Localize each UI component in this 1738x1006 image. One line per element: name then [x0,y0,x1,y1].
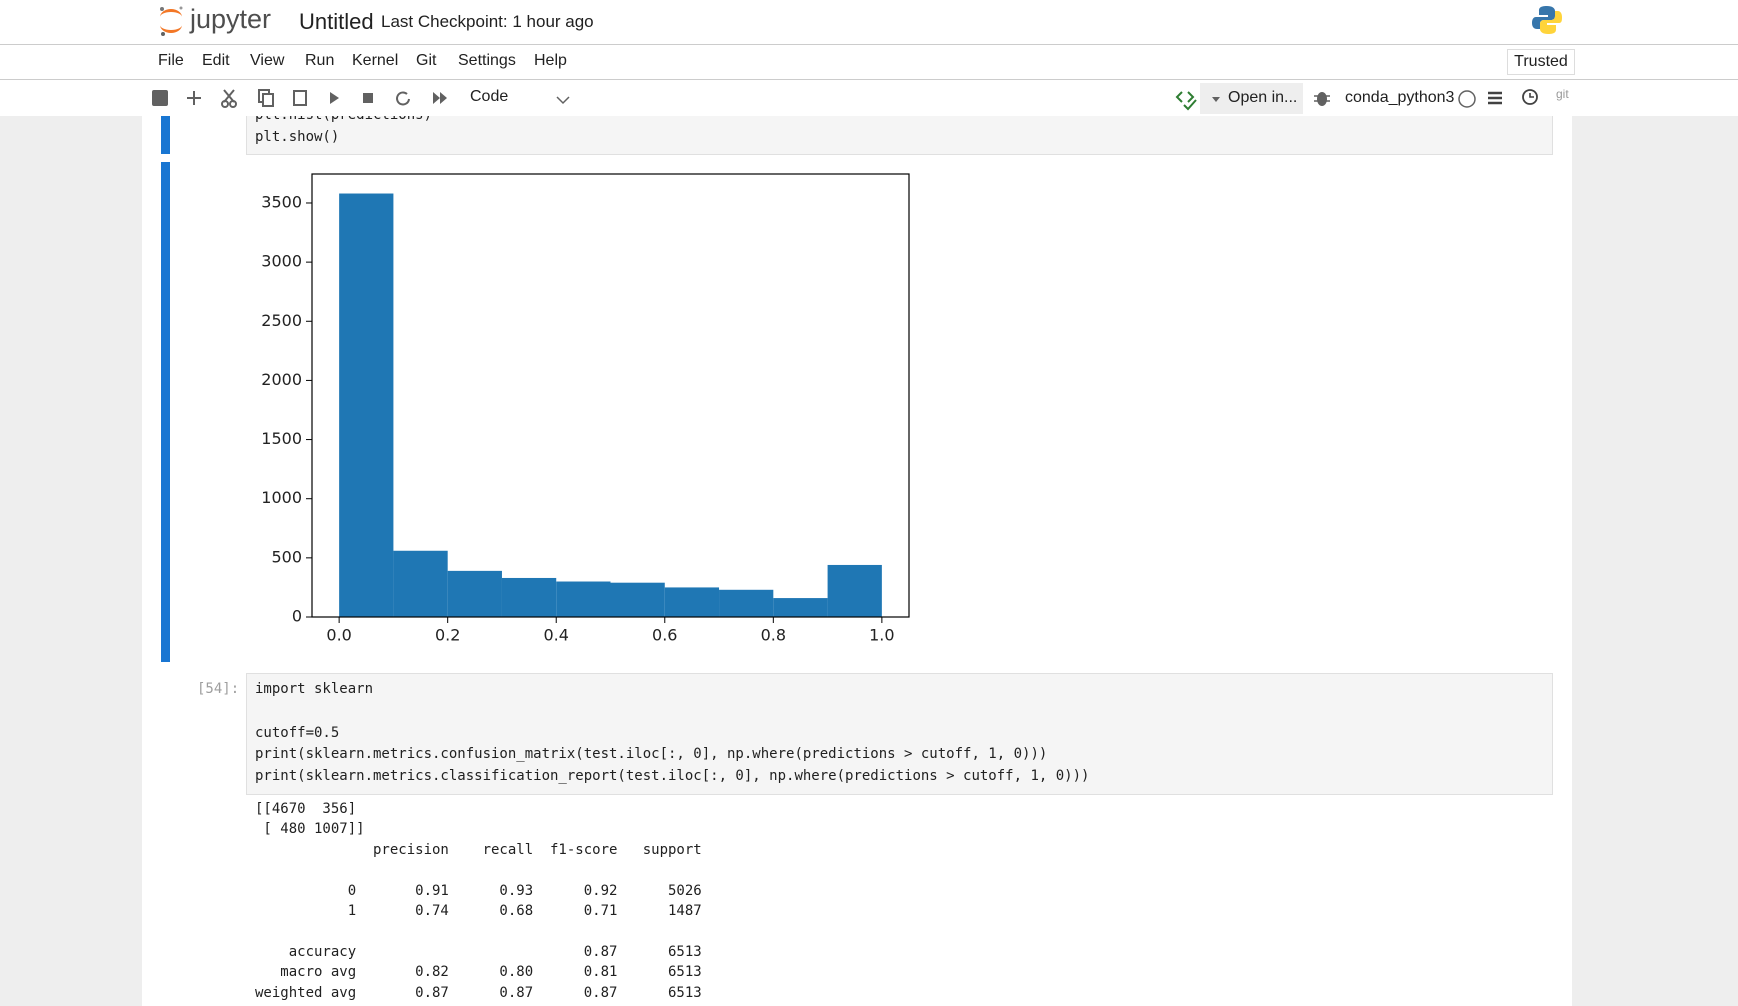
output-line: precision recall f1-score support [255,841,702,858]
python-logo [1532,6,1562,34]
x-tick-label: 0.0 [326,626,351,645]
output-line: [ 480 1007]] [255,821,365,838]
kernel-name[interactable]: conda_python3 [1345,89,1455,106]
menu-item[interactable]: Git [416,52,437,69]
y-tick-label: 0 [292,607,302,626]
open-in-label[interactable]: Open in... [1228,89,1298,106]
histogram-bar [773,598,828,617]
status-icons[interactable] [1456,88,1556,112]
divider [0,44,1738,45]
git-label[interactable]: git [1556,87,1569,101]
code-check-icon[interactable] [1174,88,1200,112]
histogram-bar [393,550,448,617]
x-tick-label: 0.2 [435,626,460,645]
code-line: import sklearn [255,681,374,697]
histogram-bar [556,581,611,617]
x-tick-label: 1.0 [869,626,894,645]
code-line: print(sklearn.metrics.classification_rep… [255,768,1090,784]
x-tick-label: 0.4 [544,626,569,645]
output-line: weighted avg 0.87 0.87 0.87 6513 [255,984,702,1001]
histogram-bar [501,577,557,617]
execution-prompt: [54]: [197,681,240,697]
code-cell[interactable] [246,673,1553,795]
menu-item[interactable]: View [250,52,285,69]
y-tick-label: 3000 [261,252,302,271]
y-tick-label: 1000 [261,488,302,507]
menu-item[interactable]: Edit [202,52,230,69]
histogram-chart: 0 500 1000 1500 2000 2500 3000 3500 0.0 0.2 0.4 0.6… [261,173,910,645]
output-line: 0 0.91 0.93 0.92 5026 [255,882,702,899]
output-line: [[4670 356] [255,801,357,817]
cell-type-select[interactable]: Code [470,88,509,105]
notebook-title[interactable]: Untitled [299,9,374,34]
active-cell-bar [161,116,170,154]
notebook-area: [54]: 0 500 1000 1500 2000 2500 3000 3500 0.0 0.2… [0,116,1738,1006]
y-tick-label: 2000 [261,370,302,389]
output-line: accuracy 0.87 6513 [255,943,702,960]
trusted-indicator[interactable]: Trusted [1507,49,1575,75]
code-line: print(sklearn.metrics.confusion_matrix(t… [255,746,1048,762]
menu-item[interactable]: File [158,52,184,69]
menu-item[interactable]: Run [305,52,335,69]
dropdown-arrow [1212,97,1220,102]
axes-frame [311,173,910,618]
menu-item[interactable]: Kernel [352,52,399,69]
top-bar: jupyter Untitled Last Checkpoint: 1 hour… [0,0,1738,116]
y-tick-label: 2500 [261,311,302,330]
histogram-bar [339,193,394,618]
logo-text: jupyter [190,4,272,34]
code-line: plt.show() [255,129,340,145]
histogram-bar [719,589,774,617]
x-tick-label: 0.8 [761,626,786,645]
jupyter-logo-icon [160,6,183,36]
code-line: plt.hist(predictions) [255,116,432,125]
menu-item[interactable]: Settings [458,52,516,69]
histogram-bar [827,564,882,617]
toolbar-icons[interactable] [148,84,618,112]
output-line: macro avg 0.82 0.80 0.81 6513 [255,964,702,981]
output-line: 1 0.74 0.68 0.71 1487 [255,903,702,919]
code-line: cutoff=0.5 [255,725,340,741]
histogram-bar [447,570,502,617]
y-tick-label: 1500 [261,429,302,448]
debugger-icon[interactable] [1313,88,1331,108]
menu-item[interactable]: Help [534,52,567,69]
checkpoint: Last Checkpoint: 1 hour ago [381,12,594,31]
active-cell-bar [161,162,170,662]
code-cell[interactable] [246,116,1553,155]
y-tick-label: 500 [271,547,302,566]
histogram-bar [610,582,665,617]
x-tick-label: 0.6 [652,626,677,645]
histogram-bar [664,587,720,617]
divider [0,79,1738,80]
y-tick-label: 3500 [261,192,302,211]
